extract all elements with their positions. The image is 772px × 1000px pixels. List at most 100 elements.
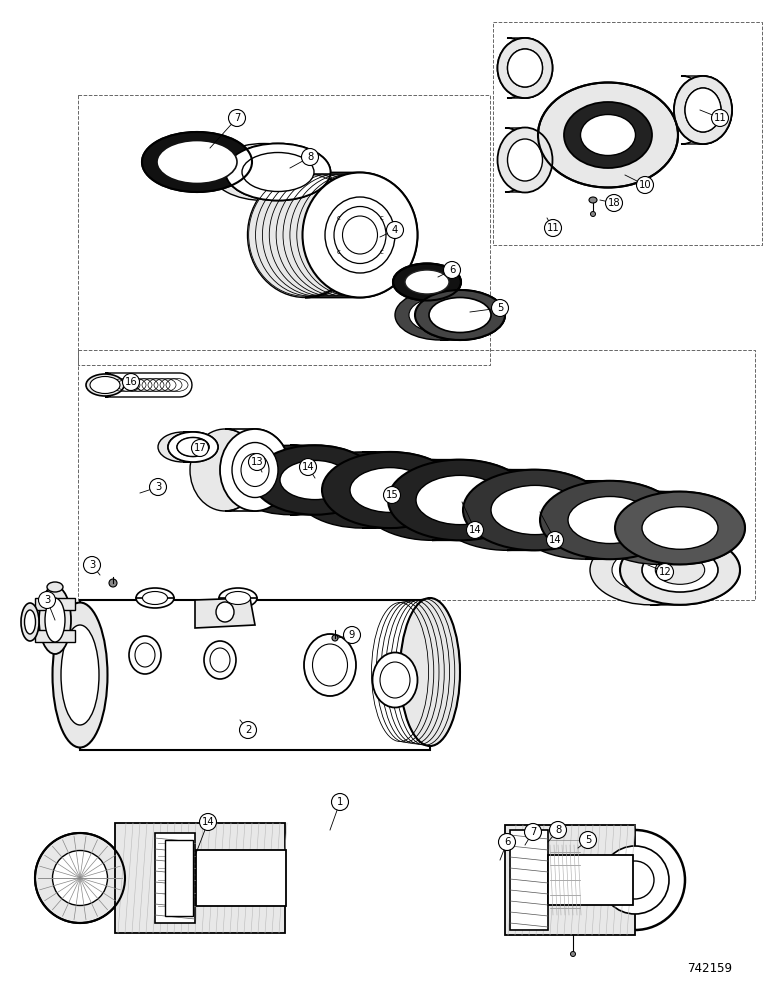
Ellipse shape bbox=[429, 298, 491, 332]
Circle shape bbox=[191, 440, 208, 456]
Ellipse shape bbox=[157, 140, 237, 184]
Circle shape bbox=[249, 454, 266, 471]
Ellipse shape bbox=[395, 290, 485, 340]
Ellipse shape bbox=[313, 644, 347, 686]
Ellipse shape bbox=[590, 535, 710, 605]
Ellipse shape bbox=[255, 460, 325, 500]
Text: c: c bbox=[337, 215, 340, 221]
Circle shape bbox=[492, 300, 509, 316]
Ellipse shape bbox=[571, 952, 575, 956]
Ellipse shape bbox=[332, 635, 338, 641]
Text: c: c bbox=[380, 215, 384, 221]
Ellipse shape bbox=[35, 833, 125, 923]
Ellipse shape bbox=[393, 263, 461, 300]
Text: 742159: 742159 bbox=[688, 962, 733, 974]
Circle shape bbox=[83, 556, 100, 574]
Ellipse shape bbox=[86, 374, 124, 396]
Ellipse shape bbox=[225, 143, 330, 200]
Ellipse shape bbox=[90, 376, 120, 393]
Ellipse shape bbox=[294, 452, 430, 528]
Circle shape bbox=[550, 822, 567, 838]
Polygon shape bbox=[225, 429, 290, 511]
Ellipse shape bbox=[388, 475, 476, 525]
Ellipse shape bbox=[620, 507, 696, 549]
Ellipse shape bbox=[232, 442, 278, 497]
Ellipse shape bbox=[168, 432, 218, 462]
Text: 10: 10 bbox=[638, 180, 652, 190]
Ellipse shape bbox=[129, 636, 161, 674]
Ellipse shape bbox=[350, 468, 430, 512]
Ellipse shape bbox=[540, 481, 680, 559]
Polygon shape bbox=[440, 290, 505, 340]
Ellipse shape bbox=[400, 598, 460, 746]
Ellipse shape bbox=[304, 634, 356, 696]
Ellipse shape bbox=[409, 298, 471, 332]
Circle shape bbox=[239, 722, 256, 738]
Text: 7: 7 bbox=[530, 827, 537, 837]
Ellipse shape bbox=[25, 610, 36, 634]
Ellipse shape bbox=[52, 850, 107, 906]
Ellipse shape bbox=[168, 432, 218, 462]
Ellipse shape bbox=[507, 49, 543, 87]
Ellipse shape bbox=[685, 88, 721, 132]
Bar bbox=[505, 825, 635, 935]
Ellipse shape bbox=[543, 496, 627, 544]
Ellipse shape bbox=[228, 445, 352, 515]
Polygon shape bbox=[432, 460, 532, 540]
Ellipse shape bbox=[405, 270, 449, 294]
Circle shape bbox=[344, 626, 361, 644]
Ellipse shape bbox=[220, 429, 290, 511]
Ellipse shape bbox=[177, 438, 209, 456]
Bar bbox=[115, 823, 285, 933]
Ellipse shape bbox=[463, 470, 607, 550]
Ellipse shape bbox=[642, 548, 718, 592]
Ellipse shape bbox=[228, 152, 300, 192]
Text: 12: 12 bbox=[659, 567, 672, 577]
Circle shape bbox=[123, 373, 140, 390]
Ellipse shape bbox=[674, 76, 732, 144]
Bar bbox=[155, 833, 195, 923]
Text: 8: 8 bbox=[307, 152, 313, 162]
Ellipse shape bbox=[415, 290, 505, 340]
Text: 14: 14 bbox=[469, 525, 481, 535]
Ellipse shape bbox=[143, 591, 168, 604]
Ellipse shape bbox=[538, 83, 678, 188]
Text: 16: 16 bbox=[124, 377, 137, 387]
Ellipse shape bbox=[204, 641, 236, 679]
Text: 8: 8 bbox=[555, 825, 561, 835]
Polygon shape bbox=[507, 470, 607, 550]
Text: 2: 2 bbox=[245, 725, 251, 735]
Circle shape bbox=[544, 220, 561, 236]
Ellipse shape bbox=[21, 603, 39, 641]
Ellipse shape bbox=[212, 143, 317, 200]
Ellipse shape bbox=[109, 579, 117, 587]
Circle shape bbox=[302, 148, 319, 165]
Ellipse shape bbox=[177, 438, 209, 456]
Ellipse shape bbox=[601, 846, 669, 914]
Ellipse shape bbox=[253, 445, 377, 515]
Circle shape bbox=[712, 109, 729, 126]
Polygon shape bbox=[650, 535, 740, 605]
Text: 3: 3 bbox=[155, 482, 161, 492]
Text: c: c bbox=[380, 249, 384, 255]
Circle shape bbox=[499, 834, 516, 850]
Text: 5: 5 bbox=[585, 835, 591, 845]
Ellipse shape bbox=[491, 485, 579, 535]
Polygon shape bbox=[35, 598, 75, 610]
Circle shape bbox=[300, 458, 317, 476]
Text: 9: 9 bbox=[349, 630, 355, 640]
Polygon shape bbox=[105, 373, 192, 397]
Ellipse shape bbox=[158, 432, 208, 462]
Ellipse shape bbox=[216, 602, 234, 622]
Ellipse shape bbox=[620, 535, 740, 605]
Ellipse shape bbox=[219, 588, 257, 608]
Ellipse shape bbox=[47, 582, 63, 592]
Ellipse shape bbox=[322, 452, 458, 528]
Text: 14: 14 bbox=[201, 817, 215, 827]
Ellipse shape bbox=[655, 556, 705, 584]
Polygon shape bbox=[362, 452, 458, 528]
Text: 6: 6 bbox=[504, 837, 510, 847]
Text: c: c bbox=[337, 249, 340, 255]
Circle shape bbox=[656, 564, 673, 580]
Ellipse shape bbox=[248, 172, 363, 298]
